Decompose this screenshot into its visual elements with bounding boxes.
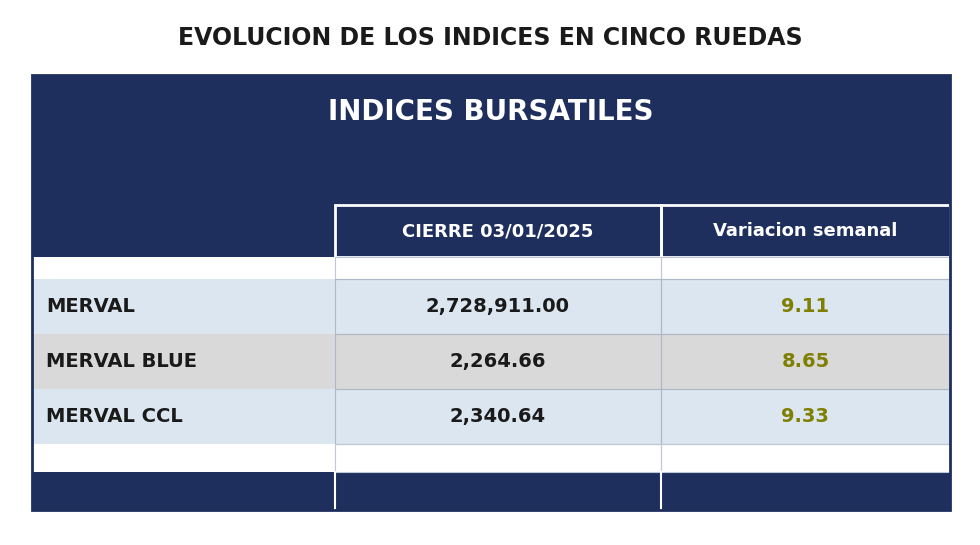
Bar bbox=[335, 257, 661, 279]
Bar bbox=[661, 389, 950, 444]
Bar bbox=[661, 205, 950, 257]
Bar bbox=[661, 334, 950, 389]
Bar bbox=[335, 334, 661, 389]
Bar bbox=[32, 444, 950, 472]
Text: 2,728,911.00: 2,728,911.00 bbox=[426, 297, 570, 316]
Bar bbox=[32, 334, 950, 389]
Text: MERVAL CCL: MERVAL CCL bbox=[46, 407, 182, 426]
Bar bbox=[335, 205, 661, 257]
Text: 2,340.64: 2,340.64 bbox=[450, 407, 546, 426]
Bar bbox=[661, 444, 950, 472]
Bar bbox=[32, 75, 950, 510]
Bar bbox=[32, 205, 950, 257]
Text: 9.33: 9.33 bbox=[781, 407, 829, 426]
Text: 8.65: 8.65 bbox=[781, 352, 829, 371]
Text: CIERRE 03/01/2025: CIERRE 03/01/2025 bbox=[402, 222, 594, 240]
Bar bbox=[32, 257, 950, 279]
Text: 9.11: 9.11 bbox=[781, 297, 829, 316]
Text: MERVAL BLUE: MERVAL BLUE bbox=[46, 352, 197, 371]
Bar bbox=[335, 389, 661, 444]
Bar bbox=[661, 257, 950, 279]
Bar bbox=[335, 279, 661, 334]
Text: EVOLUCION DE LOS INDICES EN CINCO RUEDAS: EVOLUCION DE LOS INDICES EN CINCO RUEDAS bbox=[177, 26, 803, 50]
Bar bbox=[32, 150, 950, 205]
Bar bbox=[32, 75, 950, 150]
Text: MERVAL: MERVAL bbox=[46, 297, 135, 316]
Bar bbox=[32, 279, 950, 334]
Text: 2,264.66: 2,264.66 bbox=[450, 352, 546, 371]
Text: INDICES BURSATILES: INDICES BURSATILES bbox=[328, 99, 654, 126]
Bar bbox=[335, 444, 661, 472]
Bar bbox=[32, 472, 950, 510]
Bar bbox=[661, 279, 950, 334]
Text: Variacion semanal: Variacion semanal bbox=[713, 222, 898, 240]
Bar bbox=[32, 389, 950, 444]
